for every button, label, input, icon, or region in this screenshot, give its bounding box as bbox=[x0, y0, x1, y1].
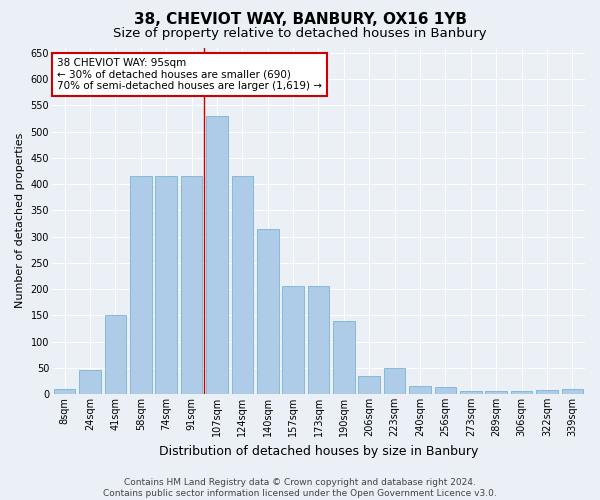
Bar bbox=[206, 116, 228, 394]
Bar bbox=[358, 376, 380, 394]
Bar bbox=[79, 370, 101, 394]
Bar bbox=[308, 286, 329, 394]
Bar bbox=[384, 368, 406, 394]
Text: 38, CHEVIOT WAY, BANBURY, OX16 1YB: 38, CHEVIOT WAY, BANBURY, OX16 1YB bbox=[133, 12, 467, 28]
Bar bbox=[511, 392, 532, 394]
Text: 38 CHEVIOT WAY: 95sqm
← 30% of detached houses are smaller (690)
70% of semi-det: 38 CHEVIOT WAY: 95sqm ← 30% of detached … bbox=[57, 58, 322, 91]
Bar bbox=[485, 392, 507, 394]
Bar bbox=[181, 176, 202, 394]
Bar bbox=[536, 390, 558, 394]
Bar bbox=[155, 176, 177, 394]
Bar bbox=[283, 286, 304, 394]
Bar bbox=[460, 392, 482, 394]
Bar bbox=[232, 176, 253, 394]
Bar bbox=[257, 228, 278, 394]
Bar bbox=[130, 176, 152, 394]
Bar bbox=[434, 387, 456, 394]
Bar bbox=[54, 389, 76, 394]
Bar bbox=[409, 386, 431, 394]
Bar bbox=[104, 316, 126, 394]
Bar bbox=[562, 389, 583, 394]
Y-axis label: Number of detached properties: Number of detached properties bbox=[15, 133, 25, 308]
X-axis label: Distribution of detached houses by size in Banbury: Distribution of detached houses by size … bbox=[159, 444, 478, 458]
Text: Size of property relative to detached houses in Banbury: Size of property relative to detached ho… bbox=[113, 28, 487, 40]
Text: Contains HM Land Registry data © Crown copyright and database right 2024.
Contai: Contains HM Land Registry data © Crown c… bbox=[103, 478, 497, 498]
Bar bbox=[333, 320, 355, 394]
